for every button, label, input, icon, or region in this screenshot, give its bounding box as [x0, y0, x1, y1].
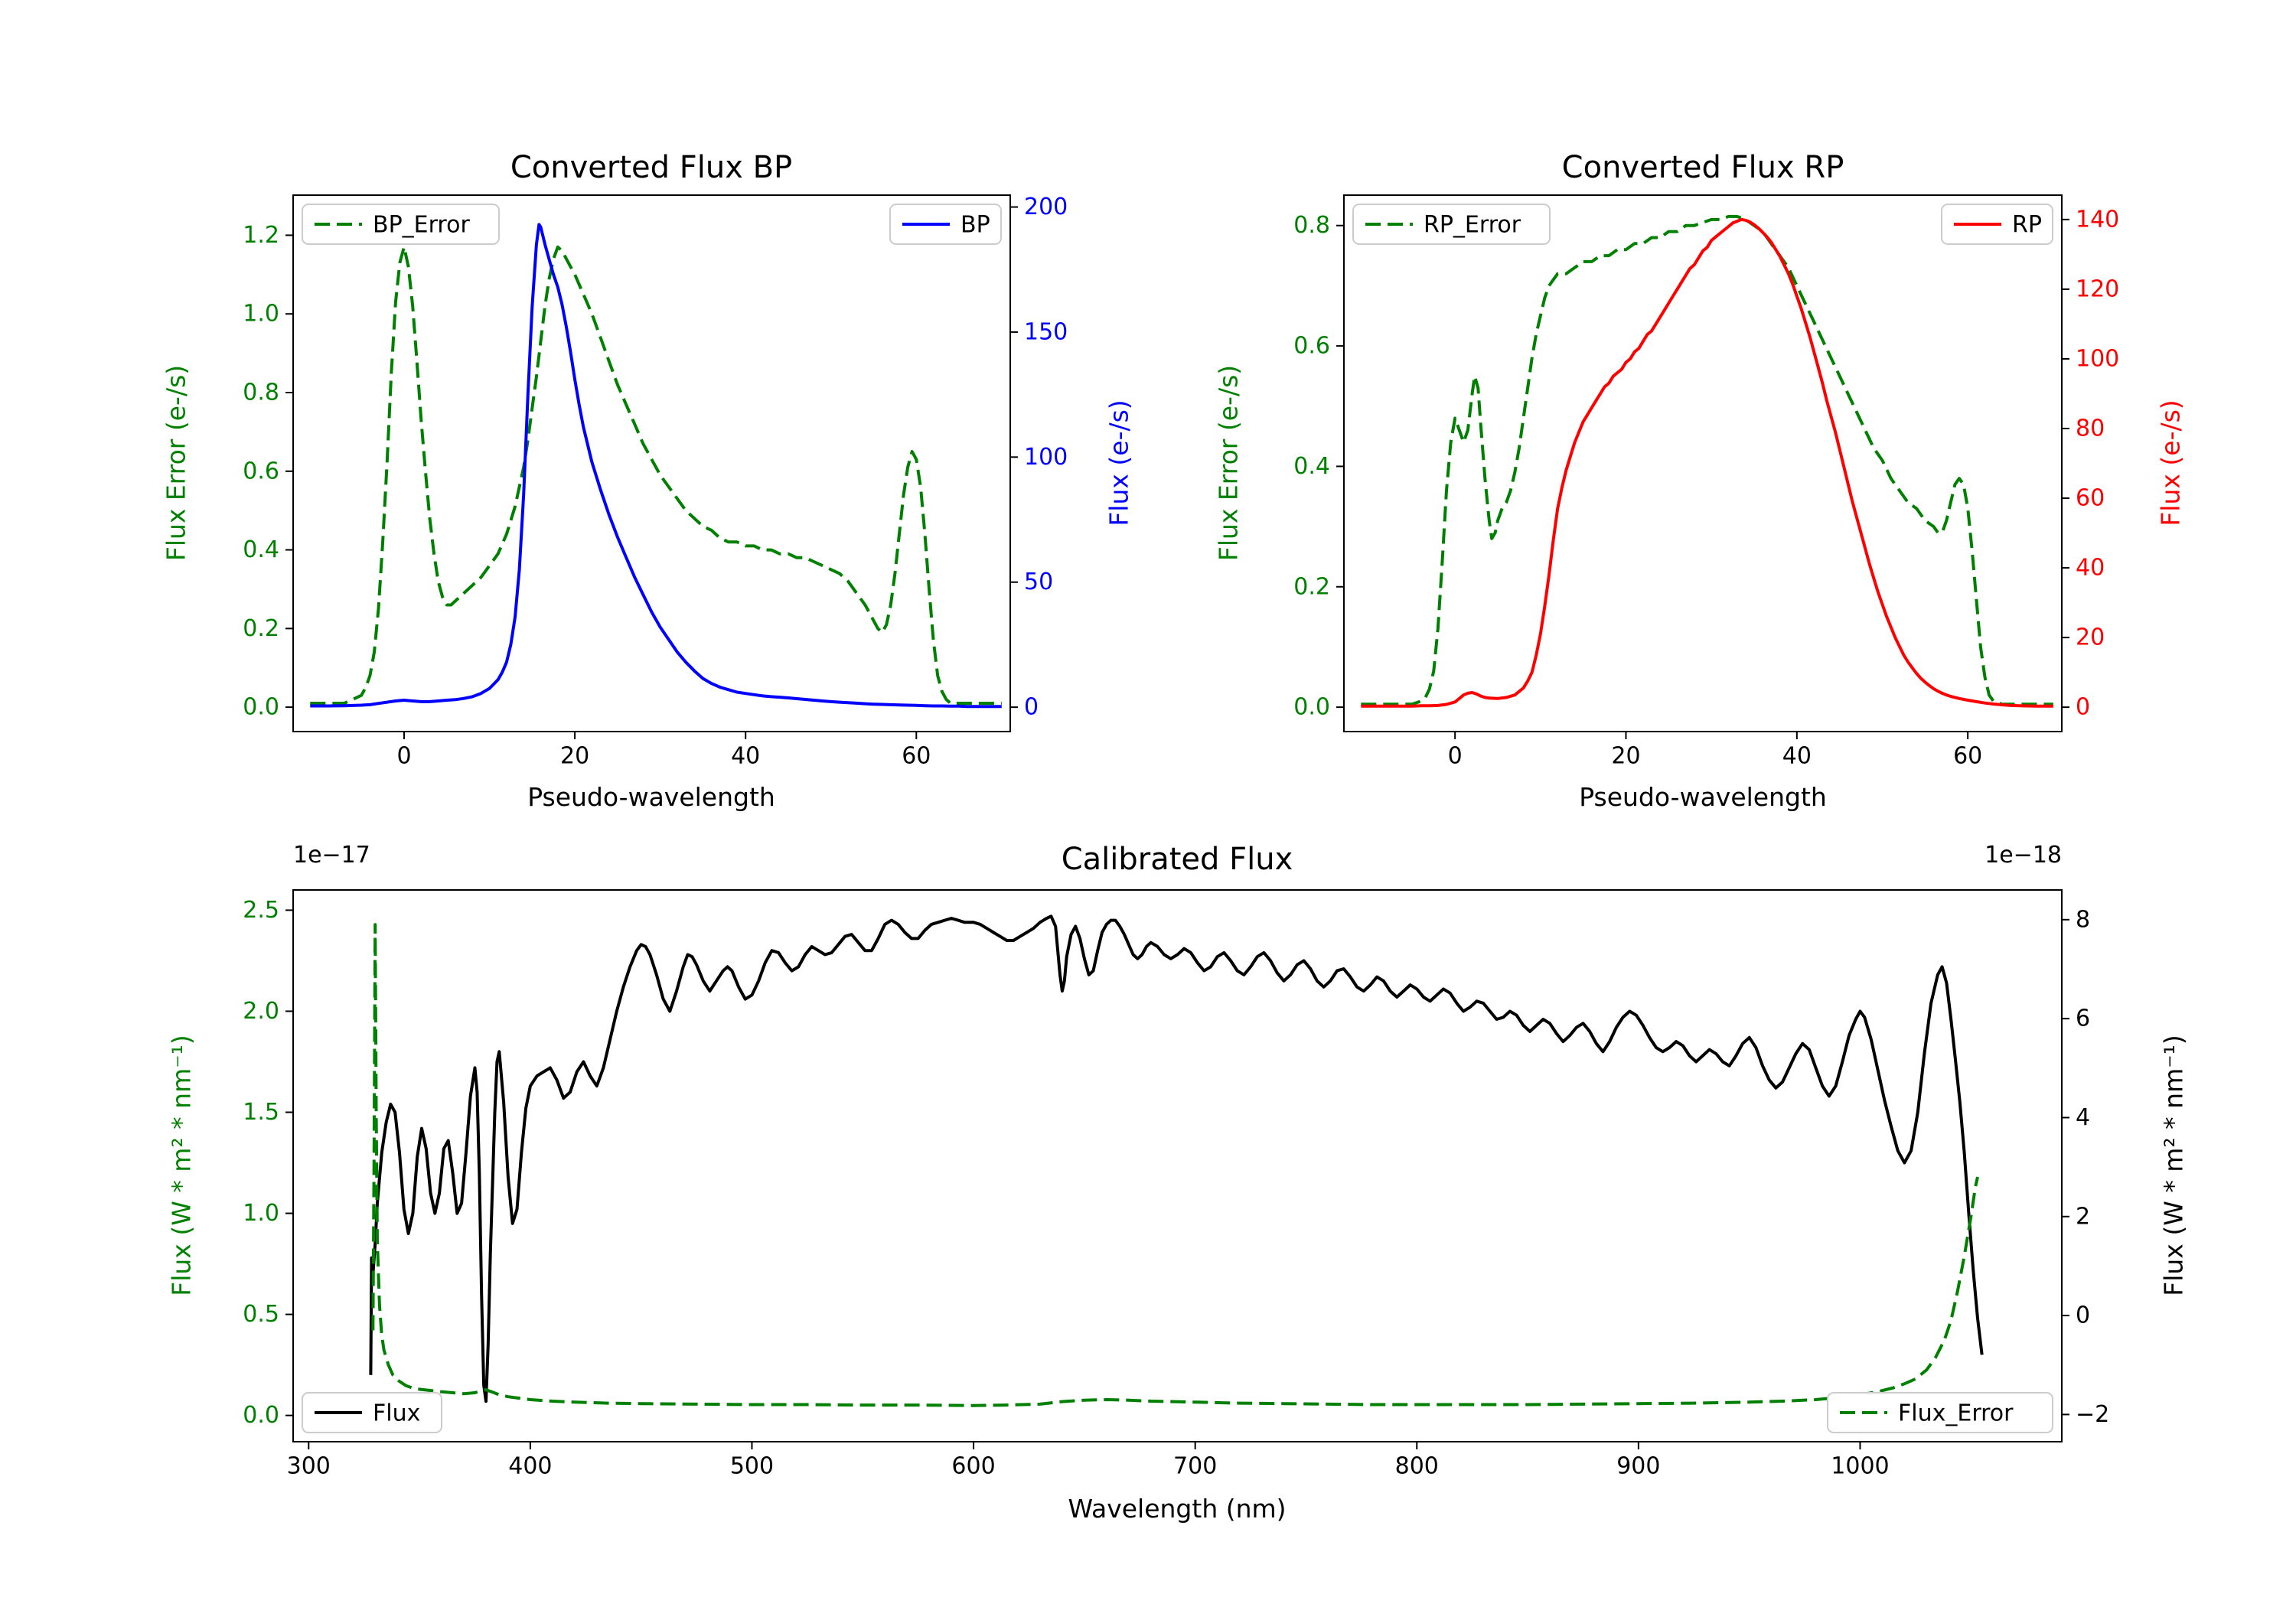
x-tick-label: 40: [1782, 743, 1812, 770]
y-tick-label-left: 1.2: [243, 222, 279, 249]
y-tick-label-left: 0.4: [1293, 453, 1330, 480]
plot-rp-xlabel: Pseudo-wavelength: [1579, 782, 1827, 812]
x-tick-label: 60: [1953, 743, 1982, 770]
subplot-0: 0 20 40 60 0.0 0.2 0.4 0.6 0.8 1.0 1.2 0 50 100 150 200…: [243, 194, 1068, 770]
y-tick-label-right: 2: [2076, 1203, 2090, 1230]
plot-bp-ylabel-right: Flux (e-/s): [1104, 399, 1134, 526]
y-tick-label-right: 150: [1024, 318, 1068, 345]
legend-label: RP_Error: [1424, 212, 1521, 239]
plot-calibrated-title: Calibrated Flux: [1061, 842, 1293, 877]
y-tick-label-left: 0.6: [243, 458, 279, 484]
x-tick-label: 900: [1616, 1453, 1660, 1480]
y-tick-label-left: 1.5: [243, 1099, 279, 1126]
plot-bp-title: Converted Flux BP: [510, 150, 793, 185]
series-bp-line: [310, 223, 1002, 709]
y-tick-label-right: 0: [2076, 1302, 2090, 1329]
plot-bp-ylabel-left: Flux Error (e-/s): [161, 364, 191, 562]
legend-label: BP: [960, 212, 990, 239]
y-tick-label-right: 6: [2076, 1006, 2090, 1032]
offset-multiplier-left: 1e−17: [293, 842, 370, 869]
x-tick-label: 700: [1173, 1453, 1217, 1480]
y-tick-label-left: 1.0: [243, 1200, 279, 1227]
y-tick-label-left: 0.0: [1293, 694, 1330, 721]
y-tick-label-left: 0.2: [1293, 573, 1330, 600]
legend-label: RP: [2012, 212, 2042, 239]
x-tick-label: 60: [902, 743, 931, 770]
x-tick-label: 0: [1448, 743, 1463, 770]
y-tick-label-left: 0.0: [243, 694, 279, 721]
y-tick-label-right: 140: [2076, 206, 2119, 233]
plot-calibrated-ylabel-left: Flux (W * m² * nm⁻¹): [166, 1035, 197, 1296]
plot-bp-xlabel: Pseudo-wavelength: [527, 782, 775, 812]
subplot-2: 300 400 500 600 700 800 900 1000 0.0 0.5 1.0 1.5 2.0…: [243, 889, 2109, 1480]
series-flux-line: [369, 914, 1984, 1403]
series-rp_error-line: [1361, 214, 2053, 706]
plot-rp-ylabel-left: Flux Error (e-/s): [1213, 364, 1244, 562]
x-tick-label: 500: [730, 1453, 774, 1480]
legend-label: Flux: [373, 1400, 420, 1427]
x-tick-label: 400: [508, 1453, 552, 1480]
y-tick-label-left: 0.8: [1293, 212, 1330, 239]
legend-frame: [302, 1392, 442, 1433]
legend-label: Flux_Error: [1898, 1400, 2014, 1427]
y-tick-label-left: 2.5: [243, 897, 279, 924]
subplot-1: 0 20 40 60 0.0 0.2 0.4 0.6 0.8 0 20 40 60 80 100 120 140…: [1293, 194, 2119, 770]
y-tick-label-right: 80: [2076, 415, 2105, 442]
legend-frame: [1352, 204, 1551, 245]
x-tick-label: 600: [951, 1453, 995, 1480]
x-tick-label: 0: [396, 743, 411, 770]
y-tick-label-right: 100: [1024, 444, 1068, 471]
series-flux_error-line: [371, 923, 1979, 1407]
y-tick-label-right: 200: [1024, 194, 1068, 220]
plot-rp-title: Converted Flux RP: [1561, 150, 1844, 185]
x-tick-label: 1000: [1831, 1453, 1889, 1480]
x-tick-label: 300: [287, 1453, 331, 1480]
axes-spines: [1343, 194, 2063, 732]
plot-calibrated-ylabel-right: Flux (W * m² * nm⁻¹): [2158, 1035, 2189, 1296]
plot-rp-ylabel-right: Flux (e-/s): [2155, 399, 2186, 526]
y-tick-label-right: −2: [2076, 1401, 2109, 1428]
y-tick-label-left: 0.6: [1293, 333, 1330, 360]
y-tick-label-right: 8: [2076, 906, 2090, 933]
axes-spines: [292, 889, 2063, 1442]
y-tick-label-left: 2.0: [243, 998, 279, 1025]
x-tick-label: 20: [1611, 743, 1640, 770]
series-bp_error-line: [310, 245, 1002, 705]
y-tick-label-left: 0.4: [243, 536, 279, 563]
y-tick-label-right: 60: [2076, 485, 2105, 512]
y-tick-label-left: 0.2: [243, 615, 279, 642]
y-tick-label-right: 20: [2076, 624, 2105, 651]
y-tick-label-right: 40: [2076, 555, 2105, 582]
y-tick-label-right: 120: [2076, 275, 2119, 302]
y-tick-label-left: 0.8: [243, 379, 279, 406]
plot-calibrated-xlabel: Wavelength (nm): [1068, 1494, 1287, 1524]
y-tick-label-right: 0: [1024, 694, 1039, 721]
y-tick-label-left: 1.0: [243, 301, 279, 328]
y-tick-label-right: 0: [2076, 694, 2090, 721]
y-tick-label-left: 0.5: [243, 1301, 279, 1328]
legend-frame: [302, 204, 500, 245]
y-tick-label-right: 100: [2076, 345, 2119, 372]
axes-spines: [292, 194, 1011, 732]
x-tick-label: 40: [731, 743, 760, 770]
y-tick-label-left: 0.0: [243, 1402, 279, 1429]
x-tick-label: 20: [560, 743, 589, 770]
y-tick-label-right: 4: [2076, 1104, 2090, 1131]
series-rp-line: [1361, 217, 2053, 708]
offset-multiplier-right: 1e−18: [1985, 842, 2062, 869]
legend-frame: [1827, 1392, 2053, 1433]
legend-label: BP_Error: [373, 212, 470, 239]
x-tick-label: 800: [1395, 1453, 1439, 1480]
y-tick-label-right: 50: [1024, 569, 1053, 595]
